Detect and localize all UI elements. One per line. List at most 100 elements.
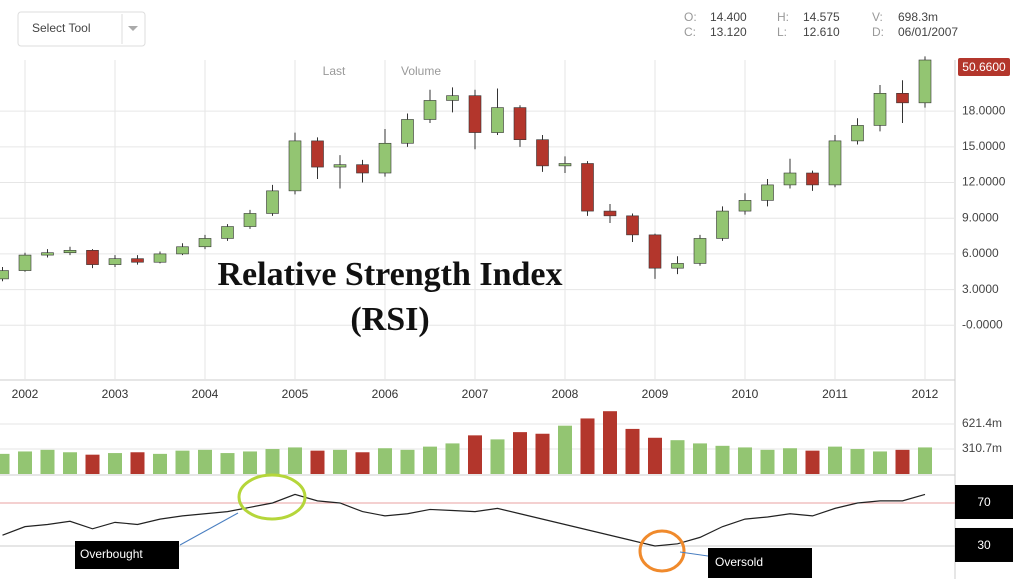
candle-body (716, 210, 729, 239)
volume-bar (535, 433, 550, 474)
candle-body (918, 59, 932, 104)
ohlc-key: D: (872, 25, 884, 39)
legend-label: Last (323, 64, 346, 78)
candle-body (873, 93, 887, 126)
y-tick-label: 18.0000 (962, 103, 1006, 117)
candle-body (198, 238, 212, 248)
ohlc-info: O: 14.400 C: 13.120 H: 14.575 L: 12.610 V: 698.3m… (684, 10, 958, 39)
candle-body (86, 250, 99, 265)
volume-bar (288, 447, 302, 474)
ohlc-value: 06/01/2007 (898, 25, 958, 39)
rsi-line (2, 493, 926, 547)
candle-body (446, 95, 459, 101)
plot: -0.0000 3.0000 6.0000 9.0000 12.0000 15.0000 1… (0, 56, 1013, 579)
volume-bar (513, 432, 527, 474)
volume-bar (130, 452, 145, 474)
overlay-title: (RSI) (350, 301, 429, 338)
candle-body (288, 140, 302, 192)
select-tool-box[interactable] (17, 11, 146, 47)
volume-bar (783, 448, 797, 474)
candle-body (693, 238, 707, 264)
candle-body (378, 142, 392, 174)
volume-bar (490, 439, 505, 474)
select-tool[interactable]: Select Tool (32, 21, 90, 35)
oversold-circle (638, 529, 686, 573)
ohlc-value: 698.3m (898, 10, 938, 24)
x-tick-label: 2002 (12, 387, 39, 401)
candle-body (671, 263, 684, 269)
volume-bar (828, 446, 842, 474)
volume-bar (400, 449, 415, 474)
volume-bar (580, 418, 595, 474)
annotation-box (75, 541, 179, 569)
candle-body (333, 164, 347, 168)
volume-bar (625, 428, 640, 474)
annotation-box (708, 548, 812, 578)
y-tick-label: 3.0000 (962, 282, 999, 296)
ohlc-key: V: (872, 10, 883, 24)
x-tick-label: 2007 (462, 387, 489, 401)
volume-bar (558, 425, 572, 474)
overbought-circle (237, 473, 307, 521)
candle-body (513, 107, 527, 141)
volume-bar (355, 452, 370, 474)
volume-bar (265, 449, 280, 474)
candle-body (603, 210, 617, 217)
ohlc-key: O: (684, 10, 697, 24)
candle-body (468, 95, 482, 133)
volume-bar (108, 453, 122, 474)
arrow (179, 512, 239, 546)
volume-bar (333, 449, 347, 474)
volume-bar (445, 443, 460, 474)
volume-bar (693, 443, 707, 474)
volume-bar (805, 450, 820, 474)
volume-bar (873, 451, 887, 474)
y-tick-label: 6.0000 (962, 246, 999, 260)
candle-body (266, 190, 279, 214)
candle-body (626, 215, 639, 236)
level-label: 30 (977, 538, 991, 552)
ohlc-value: 14.575 (803, 10, 840, 24)
dropdown-arrow[interactable] (128, 26, 138, 31)
x-tick-label: 2008 (552, 387, 579, 401)
x-tick-label: 2012 (912, 387, 939, 401)
y-tick-label: 12.0000 (962, 175, 1006, 189)
ohlc-value: 12.610 (803, 25, 840, 39)
candle-body (761, 184, 774, 201)
volume-bar (243, 451, 257, 474)
candle-body (806, 172, 819, 186)
ohlc-key: L: (777, 25, 787, 39)
y-tick-label: -0.0000 (962, 317, 1003, 331)
last-price-box (958, 58, 1010, 76)
candle-body (221, 226, 234, 239)
y-tick-label: 621.4m (962, 416, 1002, 430)
candle-body (41, 252, 54, 256)
arrow (679, 551, 709, 557)
volume-bar (918, 447, 932, 474)
level-label: 70 (977, 495, 991, 509)
y-tick-label: 9.0000 (962, 210, 999, 224)
volume-bar (63, 452, 77, 474)
volume-bar (423, 446, 437, 474)
candle-body (423, 100, 437, 120)
ohlc-key: C: (684, 25, 696, 39)
x-tick-label: 2006 (372, 387, 399, 401)
x-tick-label: 2005 (282, 387, 309, 401)
volume-bar (198, 449, 212, 474)
candle-body (356, 164, 369, 174)
candle-body (648, 234, 662, 269)
volume-bar (378, 448, 392, 474)
volume-bar (0, 453, 10, 474)
candle-body (153, 253, 167, 263)
candle-body (108, 258, 122, 265)
candle-body (63, 250, 77, 254)
candle-body (536, 139, 549, 167)
legend-label: Volume (401, 64, 441, 78)
x-tick-label: 2011 (822, 387, 848, 401)
volume-bar (670, 440, 685, 474)
candle-body (311, 140, 324, 168)
volume-bar (603, 411, 617, 474)
candle-body (581, 163, 594, 212)
candle-body (176, 246, 189, 255)
candle-body (401, 119, 414, 144)
